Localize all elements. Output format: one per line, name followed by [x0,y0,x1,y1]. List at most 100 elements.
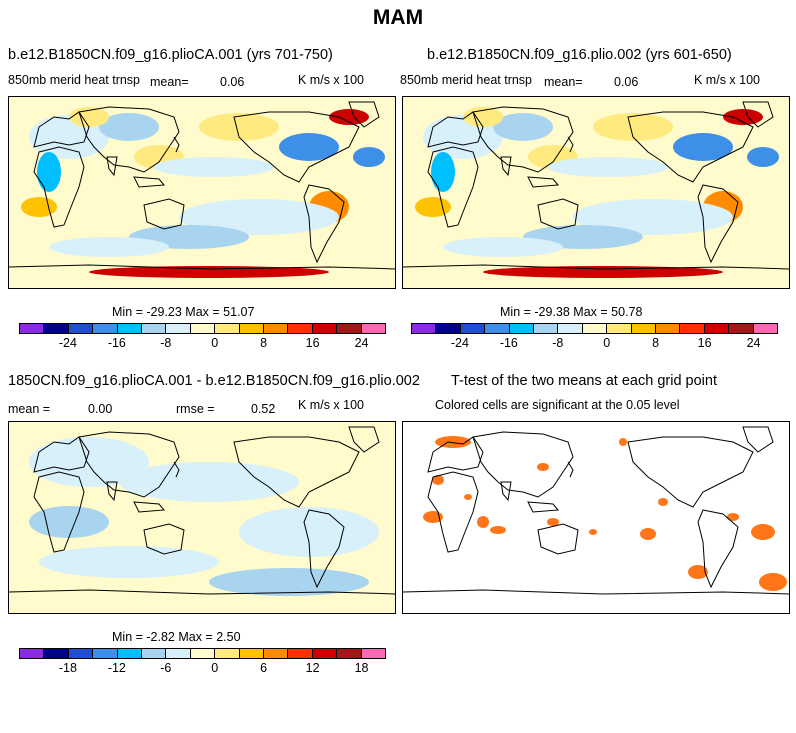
field-contour-region [99,113,159,141]
colorbar-swatch [656,324,681,333]
colorbar-swatch [117,324,143,333]
panel2-units: K m/s x 100 [694,73,760,87]
colorbar-swatch [288,324,313,333]
colorbar-tick-label: 0 [603,336,611,350]
colorbar-swatch [190,324,216,333]
colorbar-tick-label: 16 [697,336,712,350]
colorbar-swatch [337,649,362,658]
field-contour-region [37,152,61,192]
colorbar-swatch [753,324,778,333]
significant-cell [490,526,506,534]
panel4-significant-cells [423,436,787,591]
colorbar-swatch [264,324,289,333]
field-contour-region [199,113,279,141]
panel1-minmax: Min = -29.23 Max = 51.07 [112,305,255,319]
colorbar-tick-label: 24 [354,336,369,350]
field-contour-region [493,113,553,141]
colorbar-swatch [93,324,118,333]
colorbar-swatch [239,649,265,658]
field-contour-region [209,568,369,596]
colorbar-swatch [190,649,216,658]
panel1-units: K m/s x 100 [298,73,364,87]
field-contour-region [431,152,455,192]
colorbar-swatch [20,649,45,658]
colorbar-swatch [142,649,167,658]
colorbar-swatch [20,324,45,333]
significant-cell [619,438,627,446]
field-contour-region [179,199,339,235]
panel2-colorbar [411,323,778,334]
field-contour-region [548,157,668,177]
colorbar-swatch [142,324,167,333]
colorbar-swatch [264,649,289,658]
panel2-field [415,107,779,278]
panel2-variable: 850mb merid heat trnsp [400,73,533,87]
panel1-title: b.e12.B1850CN.f09_g16.plioCA.001 (yrs 70… [8,47,333,63]
field-contour-region [329,109,369,125]
significant-cell [727,513,739,521]
panel4-title: T-test of the two means at each grid poi… [451,373,717,389]
field-contour-region [673,133,733,161]
colorbar-swatch [412,324,437,333]
panel1-variable: 850mb merid heat trnsp [8,73,141,87]
colorbar-swatch [312,649,338,658]
panel3-mean-value: 0.00 [88,402,113,416]
colorbar-tick-label: 8 [260,336,268,350]
colorbar-tick-label: 16 [305,336,320,350]
significant-cell [589,529,597,535]
colorbar-swatch [166,649,191,658]
colorbar-tick-label: -24 [58,336,77,350]
field-contour-region [39,546,219,578]
colorbar-swatch [312,324,338,333]
panel3-colorbar [19,648,386,659]
colorbar-tick-label: 0 [211,336,219,350]
panel3-title: 1850CN.f09_g16.plioCA.001 - b.e12.B1850C… [8,373,420,389]
colorbar-tick-label: -8 [552,336,564,350]
significant-cell [658,498,668,506]
colorbar-swatch [215,324,240,333]
colorbar-swatch [485,324,510,333]
colorbar-swatch [166,324,191,333]
colorbar-tick-label: -8 [160,336,172,350]
panel3-minmax: Min = -2.82 Max = 2.50 [112,630,241,644]
panel3-rmse-label: rmse = [176,402,215,416]
colorbar-swatch [582,324,608,333]
panel3-map [8,421,396,614]
colorbar-swatch [288,649,313,658]
colorbar-swatch [68,324,94,333]
colorbar-tick-label: -16 [499,336,518,350]
colorbar-swatch [558,324,583,333]
field-contour-region [593,113,673,141]
significant-cell [688,565,708,579]
panel1-colorbar [19,323,386,334]
colorbar-swatch [44,324,69,333]
field-contour-region [573,199,733,235]
field-contour-region [415,197,451,217]
colorbar-swatch [680,324,705,333]
panel2-minmax: Min = -29.38 Max = 50.78 [500,305,643,319]
panel2-title: b.e12.B1850CN.f09_g16.plio.002 (yrs 601-… [427,47,732,63]
panel1-mean-label: mean= [150,75,189,89]
panel3-rmse-value: 0.52 [251,402,276,416]
field-contour-region [353,147,385,167]
significant-cell [537,463,549,471]
panel3-field [29,437,379,596]
colorbar-tick-label: -18 [58,661,77,675]
panel4-map [402,421,790,614]
colorbar-tick-label: 12 [305,661,320,675]
colorbar-tick-label: -24 [450,336,469,350]
colorbar-tick-label: -6 [160,661,172,675]
significant-cell [432,475,444,485]
colorbar-swatch [93,649,118,658]
colorbar-tick-label: 0 [211,661,219,675]
field-contour-region [443,237,563,257]
panel3-mean-label: mean = [8,402,51,416]
colorbar-swatch [239,324,265,333]
significant-cell [477,516,489,528]
colorbar-swatch [534,324,559,333]
panel4-subtitle: Colored cells are significant at the 0.0… [435,398,680,412]
colorbar-swatch [704,324,730,333]
significant-cell [640,528,656,540]
field-contour-region [154,157,274,177]
panel1-field [21,107,385,278]
